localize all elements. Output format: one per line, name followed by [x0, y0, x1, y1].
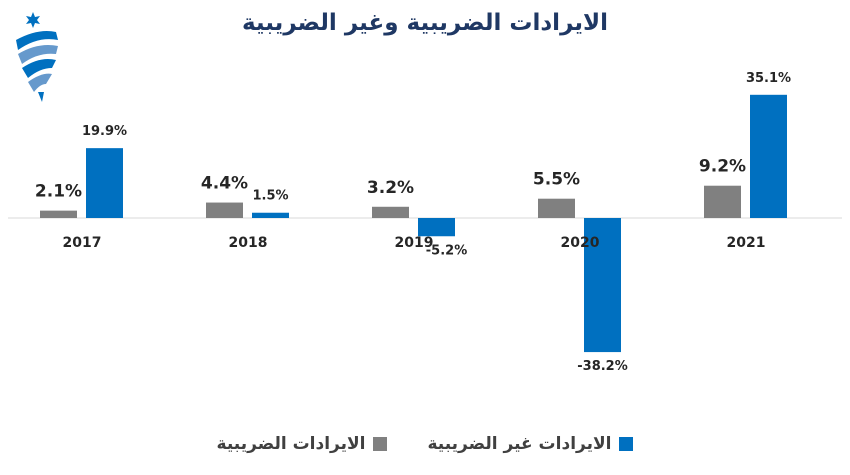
bar-tax-2018 — [206, 202, 243, 218]
bar-chart: 2.1% 19.9% 2017 4.4% 1.5% 2018 3.2% -5.2%2019 5.… — [8, 12, 842, 374]
bar-tax-2020 — [538, 198, 575, 218]
legend-label-nontax: الايرادات غير الضريبية — [427, 434, 612, 454]
bar-tax-2021 — [704, 185, 741, 218]
data-label-tax-2020: 5.5% — [533, 170, 580, 190]
data-label-nontax-2017: 19.9% — [82, 124, 127, 139]
data-label-tax-2017: 2.1% — [35, 182, 82, 202]
bar-tax-2017 — [40, 210, 77, 218]
legend-item-tax: الايرادات الضريبية — [217, 434, 388, 454]
x-tick-2019: 2019 — [395, 235, 434, 251]
data-label-nontax-2019: -5.2% — [426, 243, 467, 258]
x-tick-2018: 2018 — [229, 235, 268, 251]
data-label-nontax-2018: 1.5% — [252, 189, 288, 204]
bar-nontax-2019 — [418, 218, 455, 237]
bar-tax-2019 — [372, 206, 409, 218]
data-label-tax-2019: 3.2% — [367, 178, 414, 198]
bar-nontax-2021 — [750, 94, 787, 218]
legend: الايرادات غير الضريبية الايرادات الضريبي… — [0, 434, 850, 454]
data-label-tax-2018: 4.4% — [201, 174, 248, 194]
legend-swatch-tax — [373, 437, 388, 451]
org-logo — [16, 12, 58, 102]
legend-swatch-nontax — [619, 437, 634, 451]
x-tick-2017: 2017 — [63, 235, 102, 251]
data-label-nontax-2020: -38.2% — [577, 359, 628, 374]
data-label-nontax-2021: 35.1% — [746, 71, 791, 86]
bar-nontax-2017 — [86, 148, 123, 218]
legend-label-tax: الايرادات الضريبية — [216, 434, 366, 454]
x-tick-2020: 2020 — [561, 235, 600, 251]
bar-nontax-2020 — [584, 218, 621, 353]
legend-item-nontax: الايرادات غير الضريبية — [427, 434, 634, 454]
bar-nontax-2018 — [252, 212, 289, 218]
chart-title: الايرادات الضريبية وغير الضريبية — [241, 10, 609, 36]
data-label-tax-2021: 9.2% — [699, 157, 746, 177]
x-tick-2021: 2021 — [727, 235, 766, 251]
